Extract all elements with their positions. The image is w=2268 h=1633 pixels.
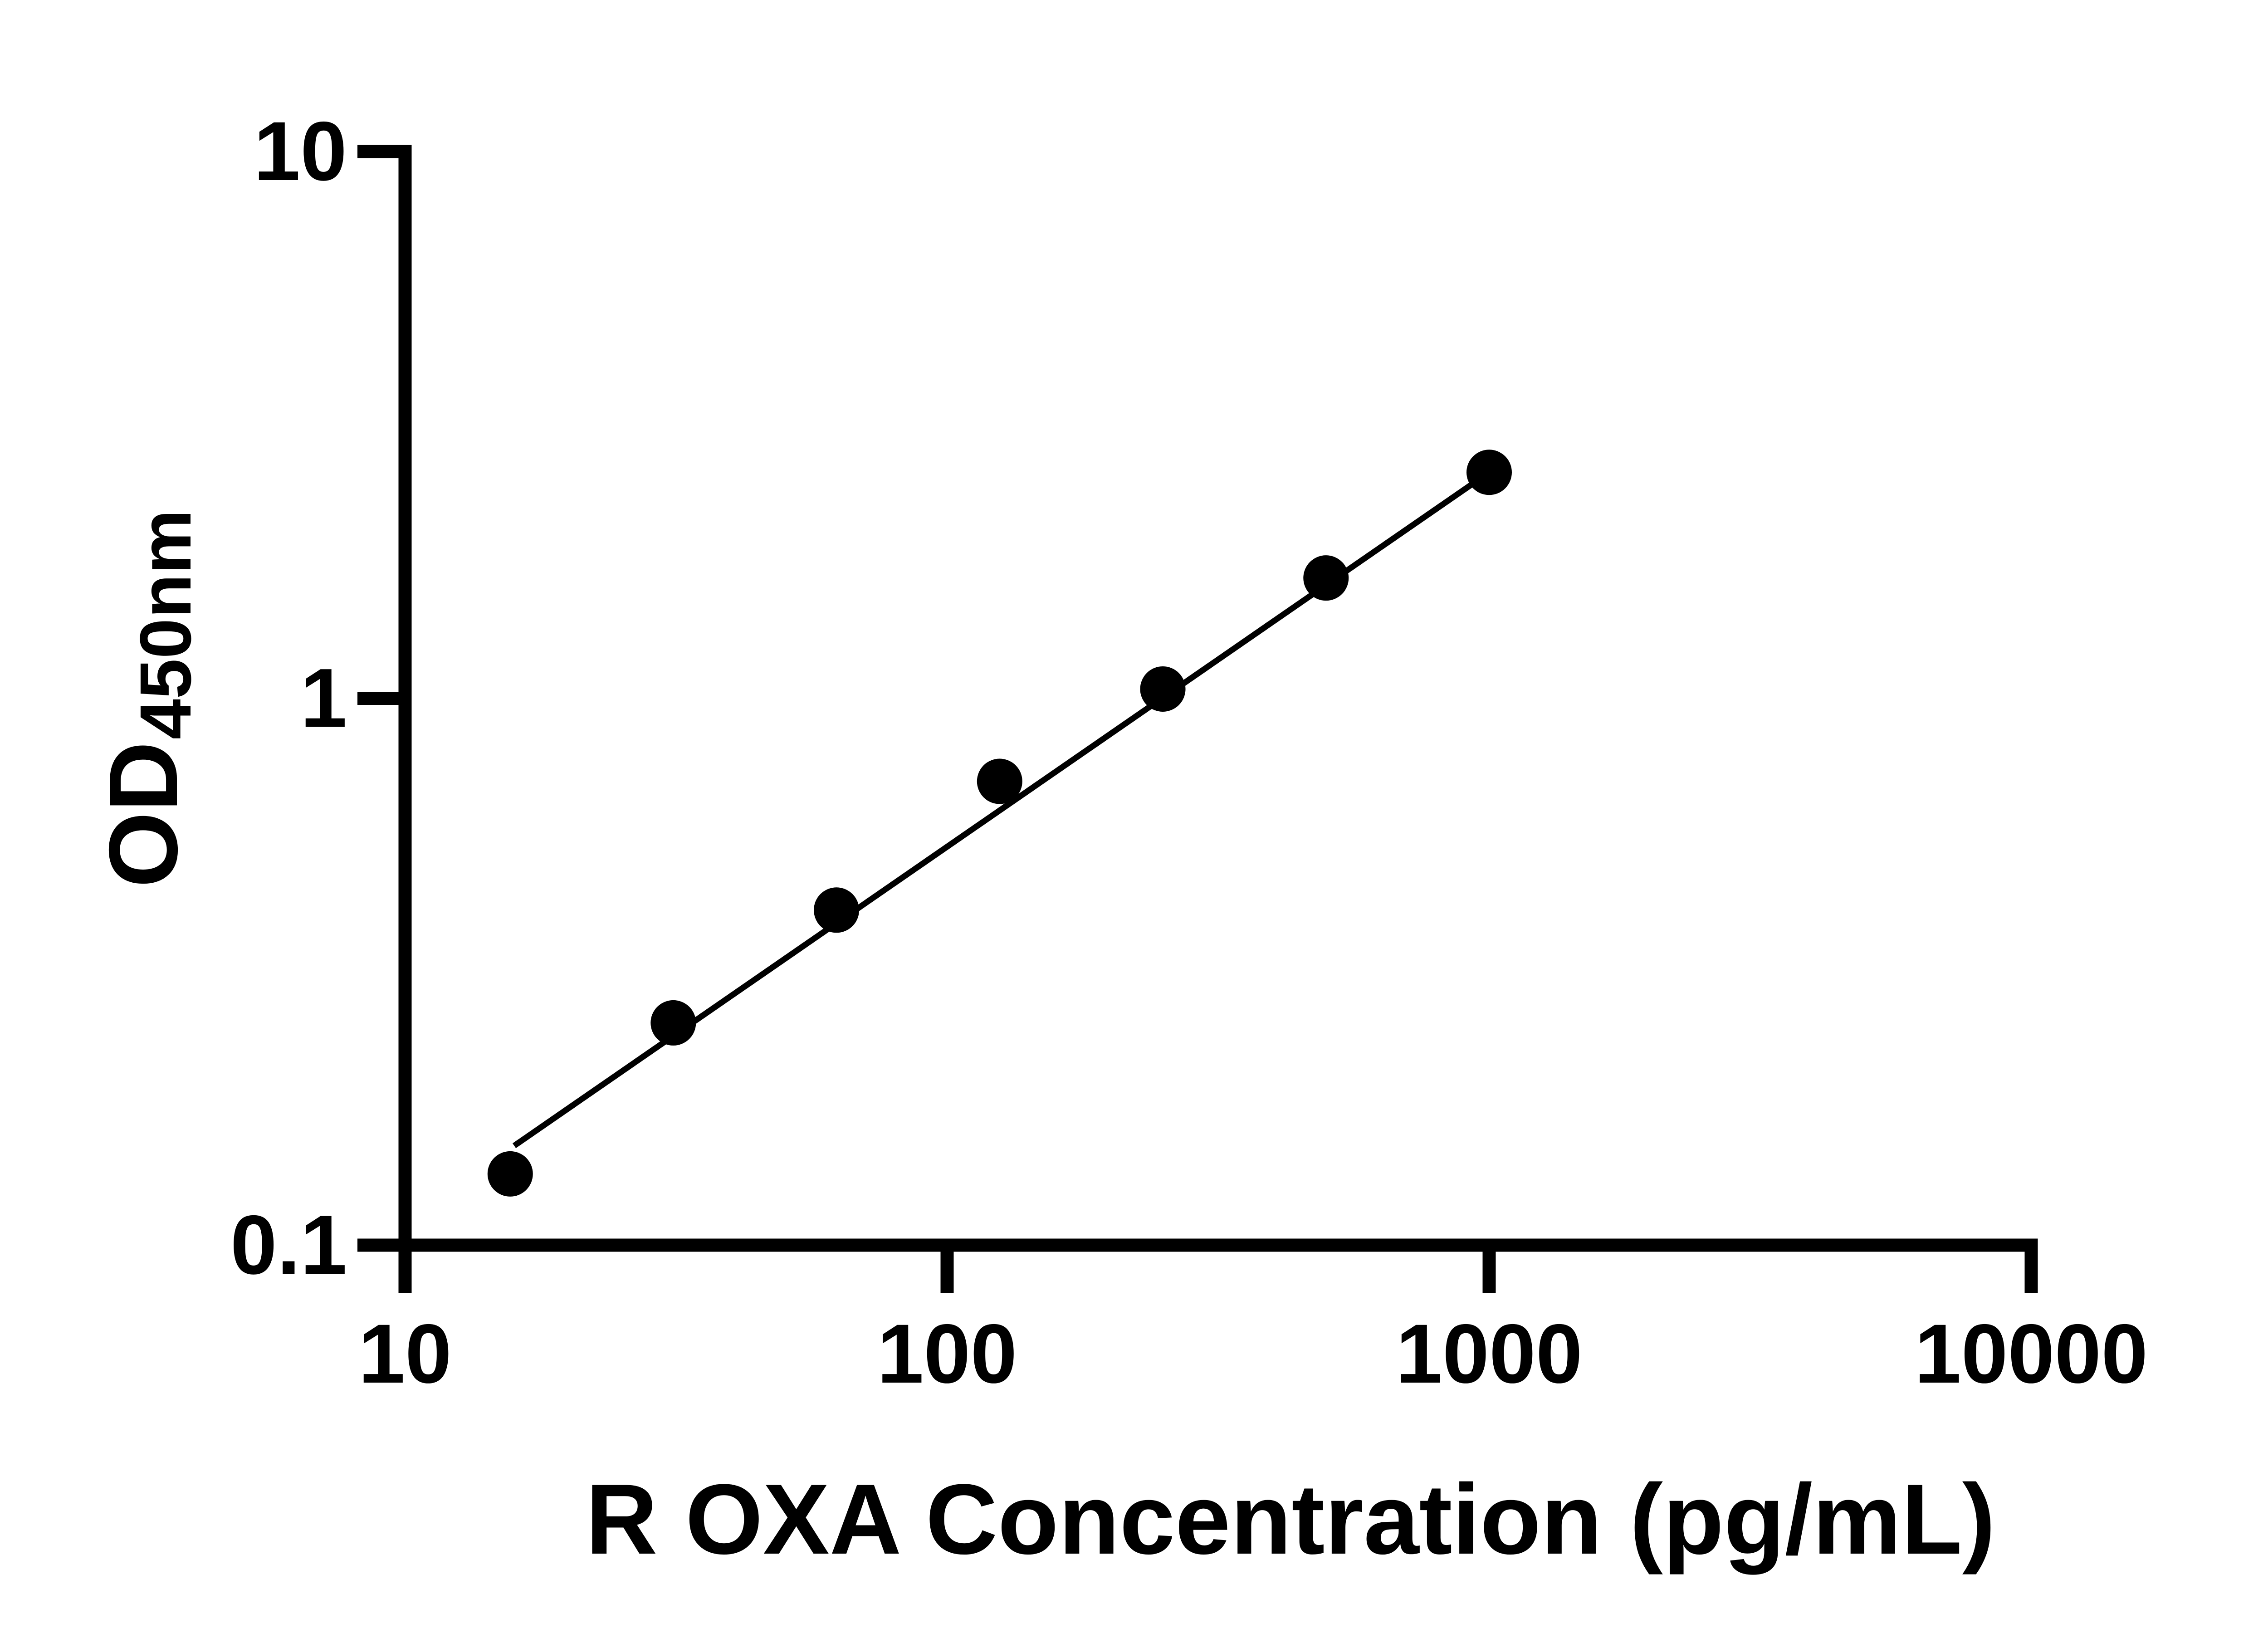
y-axis-tick-labels: 0.1 1 10 bbox=[230, 105, 347, 1292]
data-point bbox=[977, 758, 1022, 804]
y-axis-title-sub: 450nm bbox=[125, 509, 206, 739]
y-axis-ticks bbox=[357, 145, 405, 1252]
x-axis-tick-labels: 10 100 1000 10000 bbox=[358, 1307, 2148, 1401]
series-points bbox=[487, 450, 1512, 1197]
x-tick-label: 100 bbox=[877, 1307, 1017, 1401]
x-tick-label: 10 bbox=[358, 1307, 452, 1401]
data-point bbox=[650, 1000, 696, 1046]
data-point bbox=[1466, 450, 1512, 495]
data-point bbox=[1140, 666, 1186, 712]
data-point bbox=[487, 1151, 533, 1197]
x-tick-label: 10000 bbox=[1915, 1307, 2148, 1401]
axes bbox=[398, 145, 2038, 1252]
y-axis-title-main: OD bbox=[88, 741, 198, 888]
data-point bbox=[1303, 555, 1349, 601]
y-tick-label: 0.1 bbox=[230, 1198, 347, 1292]
y-axis-title: OD 450nm bbox=[88, 509, 206, 888]
y-tick-label: 10 bbox=[254, 105, 347, 198]
data-point bbox=[814, 887, 860, 933]
x-axis-ticks bbox=[398, 1245, 2038, 1293]
y-tick-label: 1 bbox=[300, 652, 347, 745]
x-axis-title: R OXA Concentration (pg/mL) bbox=[586, 1463, 1995, 1575]
x-tick-label: 1000 bbox=[1396, 1307, 1583, 1401]
